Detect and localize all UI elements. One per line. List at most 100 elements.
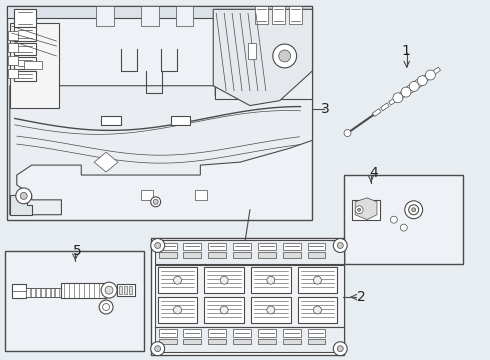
- Bar: [141, 6, 159, 26]
- Circle shape: [151, 197, 161, 207]
- Polygon shape: [10, 86, 313, 215]
- Polygon shape: [372, 109, 381, 117]
- Bar: [233, 243, 251, 251]
- Bar: [208, 252, 226, 258]
- Circle shape: [393, 93, 403, 103]
- Bar: [251, 267, 291, 293]
- Polygon shape: [430, 67, 441, 76]
- Circle shape: [153, 199, 158, 204]
- Circle shape: [151, 342, 165, 356]
- Circle shape: [401, 87, 411, 97]
- Circle shape: [337, 346, 343, 352]
- Text: 3: 3: [321, 102, 330, 116]
- Bar: [183, 339, 201, 344]
- Text: 1: 1: [402, 44, 411, 58]
- Bar: [183, 329, 201, 337]
- Bar: [96, 6, 114, 26]
- Bar: [8, 69, 18, 78]
- Circle shape: [220, 276, 228, 284]
- Bar: [344, 175, 464, 264]
- Bar: [159, 252, 176, 258]
- Bar: [14, 71, 36, 81]
- Bar: [308, 252, 325, 258]
- Bar: [8, 31, 18, 40]
- Bar: [155, 239, 344, 264]
- Bar: [283, 339, 300, 344]
- Bar: [158, 267, 197, 293]
- Bar: [183, 252, 201, 258]
- Bar: [25, 288, 30, 297]
- Polygon shape: [406, 81, 419, 94]
- Circle shape: [333, 342, 347, 356]
- Bar: [10, 23, 59, 108]
- Bar: [183, 243, 201, 251]
- Bar: [14, 43, 36, 55]
- Bar: [7, 6, 313, 18]
- Circle shape: [105, 286, 113, 294]
- Circle shape: [220, 306, 228, 314]
- Polygon shape: [415, 76, 427, 88]
- Bar: [283, 329, 300, 337]
- Bar: [159, 339, 176, 344]
- Bar: [204, 267, 244, 293]
- Circle shape: [425, 70, 436, 80]
- Bar: [208, 339, 226, 344]
- Bar: [208, 243, 226, 251]
- Bar: [248, 43, 256, 59]
- Bar: [46, 288, 49, 297]
- Bar: [258, 243, 276, 251]
- Bar: [233, 252, 251, 258]
- Circle shape: [273, 44, 296, 68]
- Circle shape: [344, 130, 351, 136]
- Circle shape: [267, 306, 275, 314]
- Bar: [308, 339, 325, 344]
- Text: 4: 4: [369, 166, 378, 180]
- Bar: [12, 284, 25, 298]
- Bar: [255, 6, 268, 24]
- Bar: [283, 243, 300, 251]
- Bar: [233, 329, 251, 337]
- Polygon shape: [396, 90, 408, 100]
- Bar: [8, 56, 18, 65]
- Circle shape: [412, 208, 416, 212]
- Bar: [101, 116, 121, 125]
- Bar: [151, 238, 344, 355]
- Text: 5: 5: [74, 244, 82, 258]
- Bar: [141, 190, 153, 200]
- Polygon shape: [355, 198, 377, 220]
- Circle shape: [155, 346, 161, 352]
- Bar: [8, 43, 18, 52]
- Text: 2: 2: [357, 290, 366, 304]
- Bar: [159, 329, 176, 337]
- Bar: [308, 243, 325, 251]
- Bar: [175, 6, 194, 26]
- Bar: [119, 286, 122, 294]
- Bar: [208, 329, 226, 337]
- Bar: [297, 267, 337, 293]
- Bar: [61, 283, 106, 298]
- Circle shape: [405, 201, 422, 219]
- Circle shape: [314, 276, 321, 284]
- Bar: [251, 297, 291, 323]
- Bar: [158, 297, 197, 323]
- Bar: [171, 116, 191, 125]
- Bar: [308, 329, 325, 337]
- Circle shape: [102, 303, 110, 310]
- Polygon shape: [94, 152, 118, 172]
- Bar: [233, 339, 251, 344]
- Polygon shape: [381, 103, 389, 111]
- Circle shape: [267, 276, 275, 284]
- Circle shape: [173, 306, 181, 314]
- Circle shape: [333, 239, 347, 252]
- Circle shape: [151, 239, 165, 252]
- Bar: [124, 286, 127, 294]
- Bar: [31, 288, 35, 297]
- Circle shape: [409, 205, 418, 215]
- Polygon shape: [389, 97, 397, 105]
- Circle shape: [355, 206, 363, 214]
- Bar: [50, 288, 54, 297]
- Bar: [7, 6, 313, 220]
- Circle shape: [314, 306, 321, 314]
- Bar: [289, 6, 301, 24]
- Bar: [159, 243, 176, 251]
